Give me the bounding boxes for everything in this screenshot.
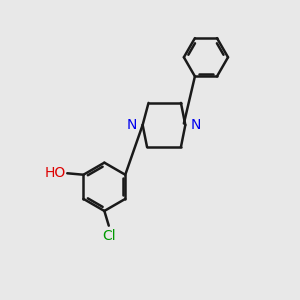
Text: N: N xyxy=(127,118,137,132)
Text: Cl: Cl xyxy=(102,229,116,243)
Text: HO: HO xyxy=(44,166,66,180)
Text: N: N xyxy=(190,118,201,132)
